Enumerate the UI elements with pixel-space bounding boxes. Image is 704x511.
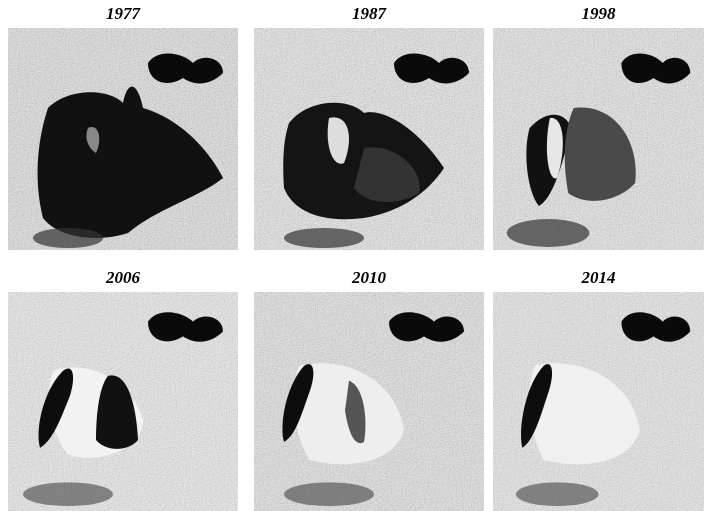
year-label: 2014 — [581, 268, 616, 287]
satellite-image — [254, 292, 484, 511]
year-label: 2006 — [106, 268, 140, 287]
year-label: 2010 — [352, 268, 386, 287]
year-label: 1977 — [106, 4, 140, 23]
satellite-image — [493, 28, 704, 250]
satellite-image — [8, 28, 238, 250]
satellite-image — [254, 28, 484, 250]
satellite-image — [8, 292, 238, 511]
satellite-image — [493, 292, 704, 511]
year-label: 1987 — [352, 4, 386, 23]
year-label: 1998 — [581, 4, 616, 23]
